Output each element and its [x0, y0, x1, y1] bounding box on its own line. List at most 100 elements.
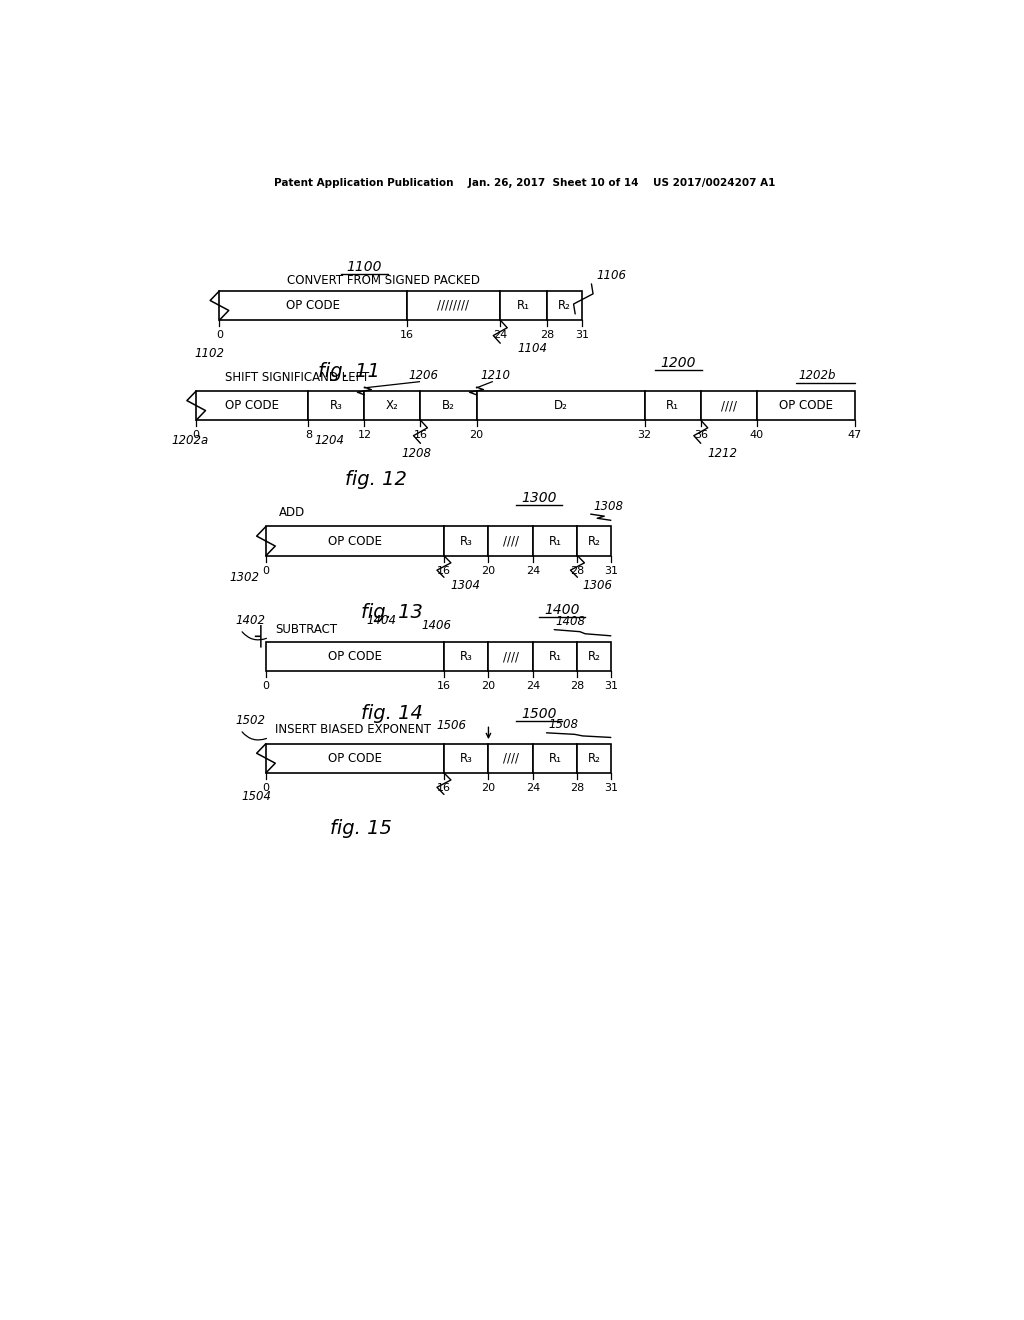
- Text: 1508: 1508: [548, 718, 579, 731]
- Text: 0: 0: [193, 430, 200, 440]
- Text: 1208: 1208: [401, 447, 431, 461]
- Text: D₂: D₂: [554, 399, 567, 412]
- Text: R₃: R₃: [330, 399, 343, 412]
- Text: 31: 31: [604, 566, 617, 576]
- Text: ////: ////: [503, 649, 519, 663]
- Text: 16: 16: [437, 566, 451, 576]
- Text: R₁: R₁: [667, 399, 679, 412]
- Text: 1502: 1502: [234, 714, 265, 726]
- Text: 1404: 1404: [367, 614, 396, 627]
- Text: 16: 16: [399, 330, 414, 341]
- Text: 1210: 1210: [480, 368, 511, 381]
- Bar: [488, 642, 532, 671]
- Text: R₃: R₃: [460, 535, 473, 548]
- Bar: [532, 527, 578, 556]
- Bar: [266, 743, 444, 774]
- Text: 1206: 1206: [409, 368, 438, 381]
- Bar: [308, 391, 365, 420]
- Text: 24: 24: [526, 783, 540, 793]
- Text: 1504: 1504: [242, 789, 271, 803]
- Text: 0: 0: [262, 566, 269, 576]
- Text: 28: 28: [540, 330, 554, 341]
- Text: 20: 20: [481, 783, 496, 793]
- Text: 31: 31: [604, 681, 617, 692]
- Text: 20: 20: [481, 566, 496, 576]
- Bar: [444, 527, 488, 556]
- Bar: [645, 391, 700, 420]
- Text: fig. 14: fig. 14: [360, 704, 423, 722]
- Text: R₂: R₂: [588, 535, 600, 548]
- Text: fig. 11: fig. 11: [317, 363, 380, 381]
- Text: 28: 28: [570, 783, 585, 793]
- Text: R₁: R₁: [549, 535, 562, 548]
- Text: 1200: 1200: [660, 356, 696, 370]
- Text: 31: 31: [604, 783, 617, 793]
- Text: R₃: R₃: [460, 649, 473, 663]
- Text: 8: 8: [305, 430, 312, 440]
- Text: 1400: 1400: [544, 602, 580, 616]
- Text: 32: 32: [638, 430, 651, 440]
- Text: 0: 0: [262, 681, 269, 692]
- Bar: [700, 391, 757, 420]
- Text: OP CODE: OP CODE: [779, 399, 833, 412]
- Text: R₂: R₂: [588, 649, 600, 663]
- Text: 0: 0: [262, 783, 269, 793]
- Text: 16: 16: [437, 783, 451, 793]
- Text: B₂: B₂: [442, 399, 455, 412]
- Text: 1506: 1506: [436, 719, 467, 733]
- Text: ////: ////: [503, 535, 519, 548]
- Text: R₁: R₁: [549, 649, 562, 663]
- Text: INSERT BIASED EXPONENT: INSERT BIASED EXPONENT: [275, 723, 431, 737]
- Bar: [266, 642, 444, 671]
- Text: Patent Application Publication    Jan. 26, 2017  Sheet 10 of 14    US 2017/00242: Patent Application Publication Jan. 26, …: [274, 178, 775, 187]
- Bar: [219, 290, 407, 321]
- Text: 31: 31: [575, 330, 589, 341]
- Text: OP CODE: OP CODE: [328, 649, 382, 663]
- Bar: [488, 743, 532, 774]
- Text: 1100: 1100: [347, 260, 382, 275]
- Bar: [266, 527, 444, 556]
- Text: R₃: R₃: [460, 751, 473, 764]
- Text: 28: 28: [570, 681, 585, 692]
- Text: fig. 13: fig. 13: [360, 603, 423, 623]
- Bar: [532, 642, 578, 671]
- Text: 24: 24: [526, 566, 540, 576]
- Text: ////: ////: [721, 399, 737, 412]
- Text: ┤: ┤: [254, 624, 265, 647]
- Text: OP CODE: OP CODE: [328, 535, 382, 548]
- Text: ADD: ADD: [280, 506, 305, 519]
- Text: ////////: ////////: [437, 298, 469, 312]
- Text: SHIFT SIGNIFICAND LEFT: SHIFT SIGNIFICAND LEFT: [225, 371, 369, 384]
- Text: 1202b: 1202b: [799, 368, 836, 381]
- Text: R₁: R₁: [549, 751, 562, 764]
- Text: 16: 16: [437, 681, 451, 692]
- Text: ////: ////: [503, 751, 519, 764]
- Text: 1306: 1306: [582, 579, 612, 591]
- Bar: [488, 527, 532, 556]
- Text: 20: 20: [481, 681, 496, 692]
- Text: 1308: 1308: [593, 499, 623, 512]
- Text: 1500: 1500: [521, 706, 556, 721]
- Text: fig. 12: fig. 12: [345, 470, 407, 490]
- Bar: [578, 743, 611, 774]
- Text: 1202a: 1202a: [171, 434, 209, 447]
- Bar: [444, 743, 488, 774]
- Text: 1302: 1302: [229, 572, 259, 585]
- Bar: [407, 290, 501, 321]
- Text: 28: 28: [570, 566, 585, 576]
- Text: 1212: 1212: [707, 447, 737, 461]
- Bar: [476, 391, 645, 420]
- Bar: [421, 391, 476, 420]
- Bar: [757, 391, 855, 420]
- Bar: [197, 391, 308, 420]
- Bar: [444, 642, 488, 671]
- Text: 1104: 1104: [517, 342, 547, 355]
- Text: 1102: 1102: [195, 347, 224, 360]
- Text: 1406: 1406: [421, 619, 451, 632]
- Bar: [501, 290, 547, 321]
- Text: 1106: 1106: [597, 268, 627, 281]
- Bar: [532, 743, 578, 774]
- Text: R₁: R₁: [517, 298, 530, 312]
- Text: 24: 24: [494, 330, 507, 341]
- Text: X₂: X₂: [386, 399, 398, 412]
